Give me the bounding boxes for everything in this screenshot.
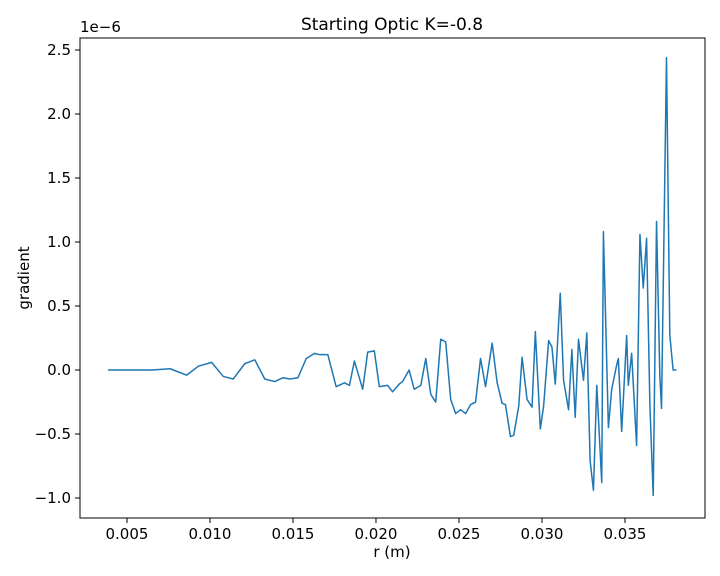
- y-tick-label: −0.5: [35, 425, 71, 443]
- y-tick-label: 1.5: [47, 169, 71, 187]
- y-tick-label: 2.5: [47, 41, 71, 59]
- data-line: [108, 56, 677, 497]
- x-tick-label: 0.015: [272, 525, 315, 543]
- y-offset-label: 1e−6: [80, 18, 121, 36]
- x-tick-label: 0.025: [438, 525, 481, 543]
- y-tick-label: 0.5: [47, 297, 71, 315]
- x-tick-label: 0.035: [604, 525, 647, 543]
- y-tick-label: 1.0: [47, 233, 71, 251]
- chart-title: Starting Optic K=-0.8: [301, 15, 483, 35]
- y-tick-label: 2.0: [47, 105, 71, 123]
- y-tick-label: −1.0: [35, 489, 71, 507]
- x-tick-label: 0.005: [106, 525, 149, 543]
- plot-frame: [79, 37, 706, 519]
- y-tick-label: 0.0: [47, 361, 71, 379]
- x-axis-label: r (m): [373, 543, 410, 561]
- y-axis-label: gradient: [15, 246, 33, 309]
- x-tick-label: 0.010: [189, 525, 232, 543]
- x-tick-label: 0.030: [521, 525, 564, 543]
- x-tick-label: 0.020: [355, 525, 398, 543]
